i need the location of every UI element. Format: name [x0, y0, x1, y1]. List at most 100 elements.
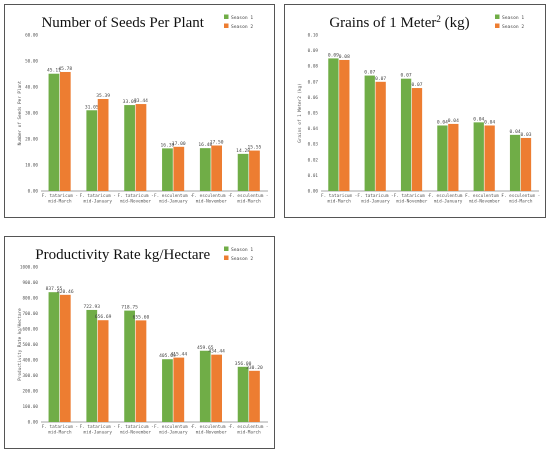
y-tick-label: 30.00 — [25, 111, 38, 117]
data-label: 0.04 — [484, 119, 495, 125]
x-tick-label: mid-January — [84, 199, 113, 205]
chart-svg: Number of Seeds Per Plant Season 1 Season … — [17, 14, 269, 205]
x-tick-label: mid-March — [237, 199, 261, 205]
bar — [237, 153, 249, 191]
bar — [59, 294, 71, 422]
chart-panel-seeds: Number of Seeds Per Plant Season 1 Season … — [4, 4, 275, 218]
y-tick-label: 200.00 — [22, 389, 38, 395]
x-tick-label: mid-November — [196, 430, 227, 436]
x-tick-label: mid-March — [48, 430, 72, 436]
bar — [173, 146, 185, 191]
y-tick-label: 0.08 — [308, 64, 319, 70]
chart-title: Productivity Rate kg/Hectare — [35, 247, 210, 263]
x-tick-label: mid-November — [396, 199, 427, 205]
data-label: 0.07 — [411, 82, 422, 88]
y-tick-label: 20.00 — [25, 137, 38, 143]
x-tick-label: mid-November — [469, 199, 500, 205]
x-tick-label: mid-January — [159, 430, 188, 436]
x-tick-label: F. esculentum - — [230, 424, 269, 430]
data-label: 656.69 — [95, 314, 112, 320]
data-label: 0.08 — [339, 54, 350, 60]
x-tick-label: mid-January — [434, 199, 463, 205]
bar — [199, 148, 211, 191]
data-label: 17.00 — [172, 141, 186, 147]
bar — [211, 145, 222, 191]
x-tick-label: F. esculentum - — [230, 193, 269, 199]
y-tick-label: 0.04 — [308, 126, 319, 132]
x-tick-label: mid-January — [361, 199, 390, 205]
bar — [199, 350, 211, 422]
legend-swatch — [224, 246, 229, 251]
data-label: 0.07 — [364, 70, 375, 76]
y-tick-label: 10.00 — [25, 163, 38, 169]
y-tick-label: 0.10 — [308, 33, 319, 39]
y-tick-label: 500.00 — [22, 342, 38, 348]
bar — [86, 110, 98, 191]
data-label: 16.48 — [198, 142, 212, 148]
y-tick-label: 700.00 — [22, 311, 38, 317]
chart-title: Number of Seeds Per Plant — [41, 15, 204, 31]
legend-swatch — [495, 14, 500, 19]
x-tick-label: F. esculentum - — [192, 424, 231, 430]
data-label: 31.05 — [85, 104, 99, 110]
bar — [162, 148, 173, 191]
x-tick-label: F. tataricum - — [80, 424, 116, 430]
y-axis-label: Grains of 1 Meter2 (kg) — [297, 83, 303, 143]
chart-svg: Grains of 1 Meter2 (kg) Season 1 Season 2 0… — [297, 14, 540, 205]
data-label: 16.39 — [161, 142, 175, 148]
bar — [364, 75, 375, 191]
x-tick-label: F. tataricum - — [80, 193, 116, 199]
y-tick-label: 50.00 — [25, 59, 38, 65]
data-label: 820.46 — [57, 289, 74, 295]
legend-swatch — [224, 23, 229, 28]
y-tick-label: 0.00 — [28, 420, 39, 426]
bar — [211, 354, 222, 422]
data-label: 0.07 — [401, 73, 412, 79]
bar — [48, 73, 60, 191]
data-label: 35.39 — [96, 93, 110, 99]
data-label: 722.93 — [83, 304, 100, 310]
y-tick-label: 60.00 — [25, 33, 38, 39]
x-tick-label: F. tataricum - — [321, 193, 357, 199]
bar — [124, 310, 135, 422]
chart-title: Grains of 1 Meter2 (kg) — [329, 14, 469, 31]
data-label: 0.04 — [473, 116, 484, 122]
x-tick-label: F. tataricum - — [42, 424, 78, 430]
data-label: 0.04 — [437, 119, 448, 125]
y-tick-label: 0.01 — [308, 173, 319, 179]
bar — [400, 78, 412, 191]
x-tick-label: F. tataricum - — [117, 193, 153, 199]
x-tick-label: mid-March — [237, 430, 261, 436]
bar — [375, 81, 386, 191]
x-tick-label: F. tataricum - — [117, 424, 153, 430]
data-label: 330.20 — [246, 365, 263, 371]
y-axis-label: Number of Seeds Per Plant — [17, 80, 23, 145]
bar — [249, 370, 260, 422]
bar — [520, 137, 532, 191]
legend-swatch — [495, 23, 500, 28]
data-label: 434.44 — [208, 349, 225, 355]
data-label: 405.09 — [159, 353, 176, 359]
data-label: 415.44 — [170, 352, 187, 358]
x-tick-label: F. esculentum - — [154, 193, 193, 199]
data-label: 718.75 — [121, 305, 138, 311]
bar — [448, 123, 459, 191]
bar — [249, 150, 260, 191]
data-label: 0.04 — [510, 129, 521, 135]
data-label: 356.00 — [235, 361, 252, 367]
chart-svg: Productivity Rate kg/Hectare Season 1 Seas… — [17, 246, 269, 436]
bar — [173, 357, 185, 422]
legend-label: Season 2 — [502, 24, 524, 30]
x-tick-label: F. tataricum - — [42, 193, 78, 199]
bar — [411, 88, 423, 191]
bar — [59, 71, 71, 191]
legend-label: Season 1 — [231, 247, 253, 253]
data-label: 45.11 — [47, 68, 61, 74]
legend-swatch — [224, 14, 229, 19]
x-tick-label: F. esculentum - — [154, 424, 193, 430]
bar — [162, 359, 173, 422]
data-label: 0.03 — [520, 132, 531, 138]
bar — [509, 134, 521, 191]
y-tick-label: 0.02 — [308, 157, 319, 163]
x-tick-label: F. esculentum - — [429, 193, 468, 199]
